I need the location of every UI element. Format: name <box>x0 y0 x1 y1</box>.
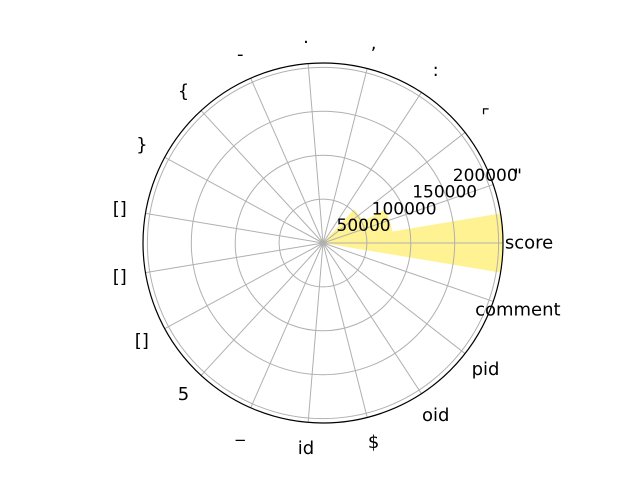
radial-tick-label-2: 150000 <box>412 183 477 203</box>
spoke-2 <box>322 242 466 354</box>
spoke-6 <box>250 242 324 409</box>
category-label-17: ⌜ <box>481 106 489 127</box>
category-label-18: " <box>514 166 522 187</box>
polar-frame <box>142 62 504 424</box>
category-label-3: oid <box>422 405 449 426</box>
spoke-17 <box>322 132 466 244</box>
spoke-8 <box>164 242 324 330</box>
spoke-13 <box>250 77 324 244</box>
bar-18 <box>323 209 393 243</box>
grid-layer <box>145 63 503 423</box>
category-label-14: . <box>303 27 309 48</box>
category-label-16: : <box>433 60 439 81</box>
category-label-8: [] <box>135 331 149 352</box>
spoke-1 <box>322 242 494 302</box>
category-label-10: [] <box>113 199 127 220</box>
spoke-18 <box>322 184 494 244</box>
radial-tick-label-3: 200000 <box>453 166 518 186</box>
spoke-10 <box>145 212 324 244</box>
category-label-4: $ <box>368 432 379 453</box>
spoke-4 <box>322 242 368 418</box>
category-label-11: } <box>136 134 147 155</box>
category-label-9: [] <box>113 266 127 287</box>
category-label-2: pid <box>472 359 500 380</box>
spoke-5 <box>307 242 324 423</box>
spoke-3 <box>322 242 422 394</box>
spoke-12 <box>200 110 324 244</box>
spoke-14 <box>307 63 324 244</box>
category-tick-labels: score comment pid oid $ id _ 5 [] [] []} { -. ,: ⌜ " <box>113 27 561 459</box>
spoke-16 <box>322 92 422 244</box>
category-label-15: , <box>371 33 377 54</box>
category-label-13: - <box>237 44 244 65</box>
radial-tick-label-1: 100000 <box>372 199 437 219</box>
category-label-5: id <box>298 438 314 459</box>
spoke-11 <box>164 156 324 244</box>
radial-tick-label-0: 50000 <box>337 216 391 236</box>
spoke-7 <box>200 242 324 376</box>
spoke-15 <box>322 68 368 244</box>
category-label-1: comment <box>475 299 561 320</box>
spoke-9 <box>145 242 324 274</box>
category-label-12: { <box>178 81 189 102</box>
category-label-0: score <box>505 233 553 254</box>
category-label-7: 5 <box>178 384 189 405</box>
category-label-6: _ <box>235 421 246 442</box>
